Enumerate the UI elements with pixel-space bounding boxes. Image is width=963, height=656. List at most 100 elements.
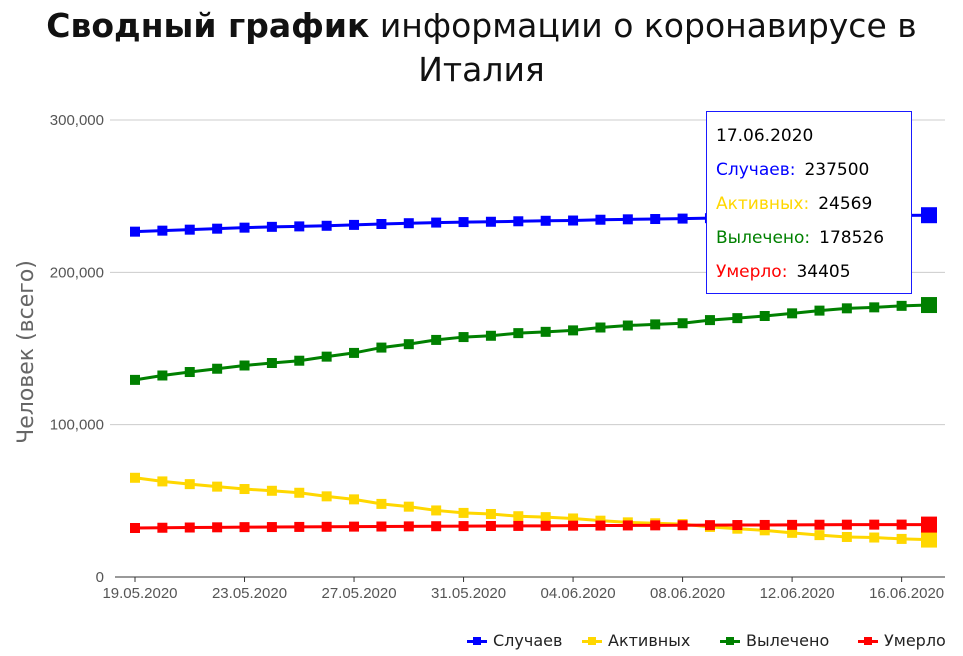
- data-point: [485, 521, 496, 532]
- series-recovered: [130, 297, 937, 385]
- legend-label: Случаев: [493, 631, 563, 650]
- series-deaths: [130, 516, 937, 533]
- data-point: [896, 533, 907, 544]
- data-point: [184, 224, 195, 235]
- x-tick-label: 19.05.2020: [102, 585, 177, 602]
- highlighted-point: [921, 207, 937, 224]
- data-point: [431, 505, 442, 516]
- data-point: [869, 302, 880, 313]
- data-point: [513, 328, 524, 339]
- data-point: [376, 521, 387, 532]
- data-point: [431, 334, 442, 345]
- data-point: [239, 522, 250, 533]
- highlighted-point: [921, 516, 937, 533]
- data-point: [294, 521, 305, 532]
- tooltip-label: Умерло:: [716, 262, 788, 282]
- data-point: [321, 491, 332, 502]
- data-point: [212, 481, 223, 492]
- data-point: [431, 521, 442, 532]
- data-point: [376, 342, 387, 353]
- data-point: [157, 522, 168, 533]
- tooltip-value: 24569: [818, 194, 873, 214]
- legend-item-deaths[interactable]: Умерло: [858, 631, 946, 650]
- data-point: [130, 522, 140, 533]
- data-point: [650, 214, 661, 225]
- x-tick-labels: 19.05.2020 23.05.2020 27.05.2020 31.05.2020…: [102, 585, 944, 602]
- chart-title-rest: информации о коронавирусе в Италия: [379, 6, 917, 89]
- data-point: [787, 308, 798, 319]
- y-tick-labels: 0 100,000 200,000 300,000: [50, 112, 104, 586]
- highlighted-point: [921, 531, 937, 548]
- x-tick-label: 04.06.2020: [541, 585, 616, 602]
- data-point: [266, 358, 277, 369]
- data-point: [896, 519, 907, 530]
- data-point: [759, 519, 770, 530]
- data-point: [732, 313, 743, 324]
- data-point: [403, 218, 414, 229]
- data-point: [622, 214, 633, 225]
- data-point: [184, 367, 195, 378]
- x-tick-label: 31.05.2020: [431, 585, 506, 602]
- data-point: [787, 527, 798, 538]
- tooltip-label: Случаев:: [716, 160, 796, 180]
- data-point: [458, 217, 469, 228]
- data-point: [130, 472, 140, 483]
- data-point: [349, 494, 360, 505]
- data-point: [376, 218, 387, 229]
- data-point: [458, 507, 469, 518]
- data-point: [321, 351, 332, 362]
- legend-item-cases[interactable]: Случаев: [467, 631, 562, 650]
- series-active: [130, 472, 937, 548]
- legend-label: Вылечено: [746, 631, 830, 650]
- data-point: [157, 225, 168, 236]
- data-point: [677, 520, 688, 531]
- axes: [115, 576, 945, 582]
- data-point: [184, 479, 195, 490]
- data-point: [239, 484, 250, 495]
- tooltip-value: 237500: [804, 160, 870, 180]
- data-point: [759, 525, 770, 536]
- y-axis-label: Человек (всего): [14, 260, 39, 444]
- legend-swatch-icon: [467, 636, 487, 646]
- data-point: [732, 520, 743, 531]
- data-point: [677, 318, 688, 329]
- data-point: [321, 521, 332, 532]
- data-point: [650, 520, 661, 531]
- data-point: [403, 339, 414, 350]
- data-point: [595, 322, 606, 333]
- data-point: [485, 216, 496, 227]
- data-point: [266, 522, 277, 533]
- legend-label: Активных: [608, 631, 691, 650]
- chart-title-bold: Сводный график: [46, 6, 370, 45]
- y-tick-label: 100,000: [50, 417, 104, 434]
- data-point: [814, 519, 825, 530]
- data-point: [622, 520, 633, 531]
- data-point: [212, 223, 223, 234]
- data-point: [513, 216, 524, 227]
- data-point: [458, 521, 469, 532]
- x-tick-label: 08.06.2020: [650, 585, 725, 602]
- tooltip-label: Активных:: [716, 194, 810, 214]
- y-tick-label: 300,000: [50, 112, 104, 129]
- legend-item-active[interactable]: Активных: [582, 631, 690, 650]
- data-point: [485, 508, 496, 519]
- data-point: [485, 330, 496, 341]
- data-point: [266, 221, 277, 232]
- tooltip-row-recovered: Вылечено: 178526: [716, 227, 911, 261]
- data-point: [704, 520, 715, 531]
- x-tick-label: 27.05.2020: [321, 585, 396, 602]
- data-point: [841, 531, 852, 542]
- legend-item-recovered[interactable]: Вылечено: [720, 631, 829, 650]
- data-point: [294, 355, 305, 366]
- data-point: [184, 522, 195, 533]
- tooltip-row-active: Активных: 24569: [716, 193, 911, 227]
- data-point: [595, 520, 606, 531]
- tooltip-label: Вылечено:: [716, 228, 811, 248]
- tooltip-row-deaths: Умерло: 34405: [716, 261, 911, 295]
- data-point: [759, 310, 770, 321]
- data-point: [403, 501, 414, 512]
- data-point: [896, 300, 907, 311]
- chart-title: Сводный график информации о коронавирусе…: [0, 4, 963, 92]
- y-tick-label: 0: [96, 569, 104, 586]
